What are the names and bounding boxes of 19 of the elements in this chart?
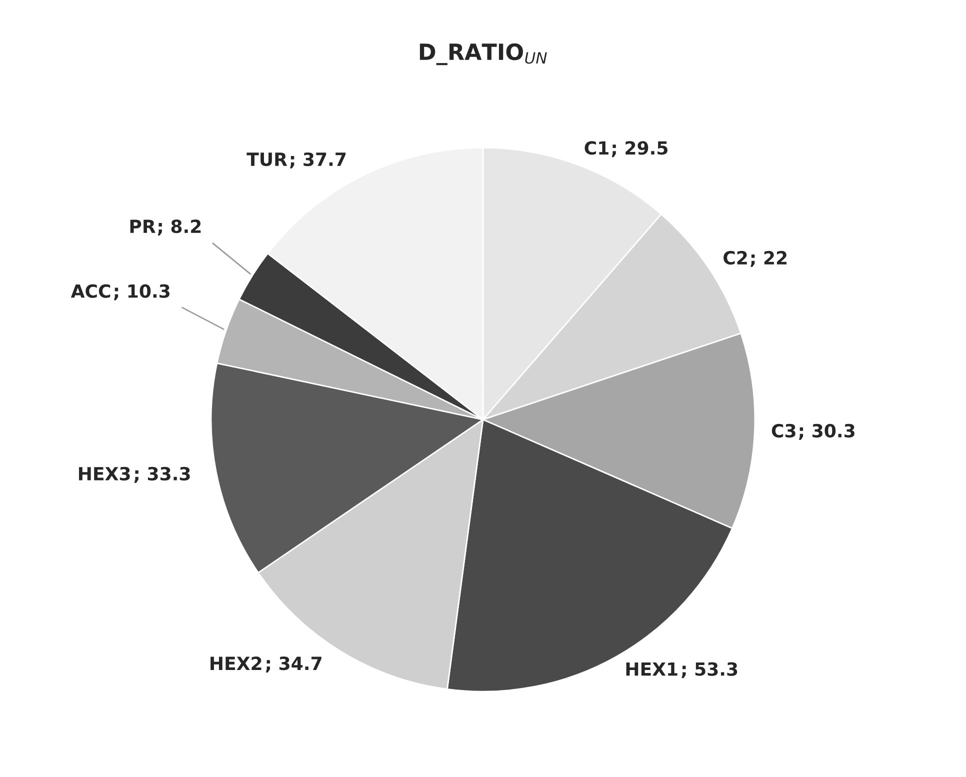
slice-label: ACC xyxy=(70,284,110,298)
slice-label: C3 xyxy=(772,424,796,438)
slice-label: C1 xyxy=(584,141,608,155)
data-label: ; 34.7 xyxy=(266,656,322,673)
data-label: ; 53.3 xyxy=(682,662,738,678)
slice-label: HEX2 xyxy=(210,656,262,670)
slice-label: TUR xyxy=(246,152,288,166)
data-label: ; 33.3 xyxy=(134,466,190,483)
data-label: ; 37.7 xyxy=(290,152,346,168)
slice-label: PR xyxy=(130,220,156,233)
slice-label: HEX3 xyxy=(79,466,130,481)
chart-title: D_RATIO$_{UN}$ xyxy=(420,43,547,66)
data-label: ; 22 xyxy=(750,250,787,267)
data-label: ; 10.3 xyxy=(114,284,170,300)
slice-label: C2 xyxy=(724,250,747,265)
slice-label: HEX1 xyxy=(626,662,678,676)
data-label: ; 29.5 xyxy=(612,141,668,158)
data-label: ; 30.3 xyxy=(798,424,854,440)
data-label: ; 8.2 xyxy=(158,220,201,236)
